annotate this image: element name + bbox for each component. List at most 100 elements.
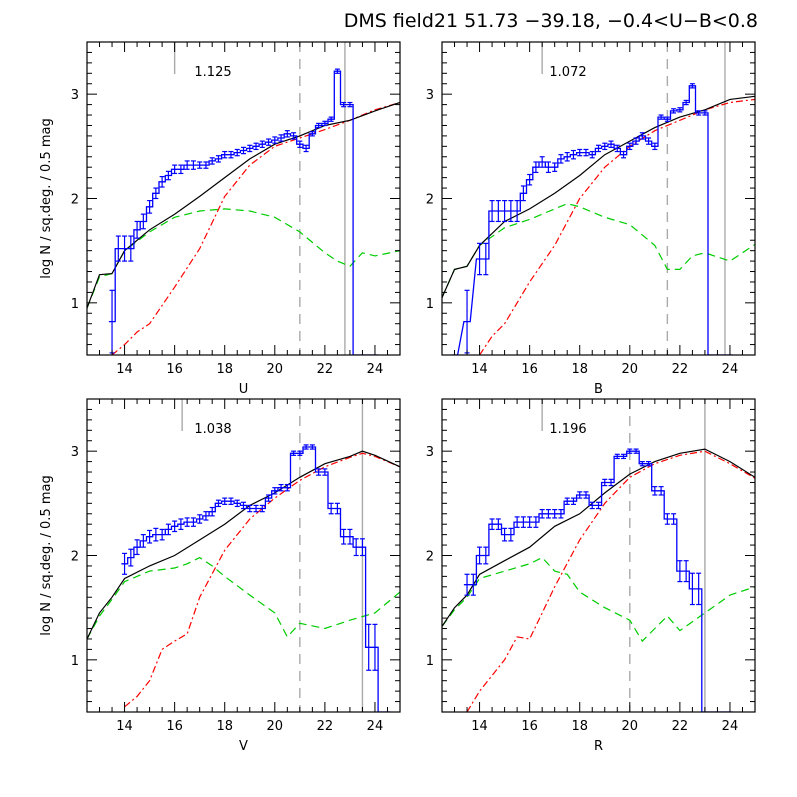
panel-r-error-bar (514, 516, 520, 528)
panel-r-x-tick-label: 20 (622, 719, 639, 734)
panel-r-error-bar (564, 497, 570, 505)
panel-r-y-tick-label: 3 (426, 445, 434, 460)
panel-v-error-bar (122, 552, 128, 575)
panel-u-model-thick-curve (87, 208, 400, 309)
panel-b-error-bar (552, 162, 558, 172)
panel-u-error-bar (215, 155, 221, 163)
panel-b-error-bar (520, 185, 526, 202)
panel-b-error-bar (646, 137, 652, 145)
panel-r-error-bar (539, 508, 545, 519)
panel-u-error-bar (128, 235, 134, 262)
panel-u-error-bar (147, 199, 153, 214)
panel-v-y-axis-label: log N / sq.deg. / 0.5 mag (39, 475, 54, 635)
panel-b-error-bar (564, 151, 570, 162)
panel-r-error-bar (589, 501, 595, 510)
panel-b-y-tick-label: 3 (426, 88, 434, 103)
panel-v-y-tick-label: 3 (71, 445, 79, 460)
panel-r-error-bar (671, 513, 677, 525)
panel-u-error-bar (297, 140, 303, 148)
panel-b-x-tick-label: 18 (571, 362, 588, 377)
panel-r-error-bar (533, 516, 539, 528)
panel-v-error-bar (328, 502, 334, 515)
panel-v-error-bar (366, 623, 372, 671)
panel-b-error-bar (621, 150, 627, 159)
panel-u-error-bar (309, 131, 315, 137)
panel-u-error-bar (334, 68, 340, 74)
panel-b-plot-area (442, 42, 755, 355)
panel-v-error-bar (165, 523, 171, 536)
panel-r-x-axis-label: R (594, 739, 603, 754)
panel-v-error-bar (259, 504, 265, 513)
panel-b-error-bar (677, 107, 683, 113)
panel-v-error-bar (284, 483, 290, 492)
panel-r-error-bar (527, 516, 533, 528)
panel-u-error-bar (291, 132, 297, 140)
panel-r-error-bar (508, 527, 514, 542)
panel-r-error-bar (689, 572, 695, 606)
panel-b-x-tick-label: 24 (722, 362, 739, 377)
panel-v-error-bar (297, 450, 303, 456)
panel-u-model-thin-curve (111, 101, 400, 355)
panel-v-error-bar (291, 450, 297, 456)
panel-b-error-bar (696, 110, 702, 116)
panel-u-error-bar (303, 144, 309, 153)
panel-u-error-bar (122, 235, 128, 262)
panel-v-model-total-curve (87, 450, 400, 640)
panel-b-error-bar (689, 83, 695, 89)
panel-v-scale-annotation: 1.038 (194, 422, 231, 437)
panel-r-error-bar (633, 448, 639, 454)
panel-v-plot-area (87, 399, 400, 712)
panel-u-error-bar (278, 134, 284, 142)
panel-v-x-tick-label: 24 (367, 719, 384, 734)
panel-v-error-bar (197, 514, 203, 524)
panel-b-error-bar (602, 142, 608, 151)
panel-v-error-bar (334, 502, 340, 515)
panel-b-model-total-curve (442, 95, 755, 298)
panel-r-error-bar (646, 461, 652, 467)
panel-r-error-bar (577, 491, 583, 499)
panel-b-error-bar (583, 148, 589, 157)
panel-u-error-bar (197, 161, 203, 169)
panel-v-error-bar (140, 534, 146, 548)
panel-b-error-bar (539, 156, 545, 168)
panel-r-observed-histogram (463, 450, 734, 712)
panel-v-error-bar (247, 504, 253, 513)
panel-u-error-bar (115, 235, 121, 262)
panel-r-error-bar (552, 508, 558, 519)
panel-b-error-bar (527, 173, 533, 186)
panel-r-model-thick-curve (442, 556, 755, 643)
panel-r-x-tick-label: 24 (722, 719, 739, 734)
panel-u-error-bar (209, 157, 215, 165)
panel-u-error-bar (228, 150, 234, 159)
panel-r-error-bar (652, 486, 658, 496)
panel-r-error-bar (483, 546, 489, 565)
panel-r-y-tick-label: 2 (426, 550, 434, 565)
panel-v-error-bar (347, 528, 353, 545)
panel-v-error-bar (278, 483, 284, 492)
panel-r-error-bar (683, 560, 689, 583)
panel-b-error-bar (652, 142, 658, 151)
panel-u-error-bar (203, 161, 209, 169)
panel-v-error-bar (272, 487, 278, 495)
panel-v-error-bar (147, 529, 153, 544)
panel-r-error-bar (502, 527, 508, 542)
panel-r-model-thin-curve (466, 450, 755, 712)
panel-v-error-bar (209, 506, 215, 517)
panel-v-model-thin-curve (124, 452, 400, 708)
panel-u-error-bar (234, 148, 240, 157)
panel-b-error-bar (608, 140, 614, 148)
panel-r: 14 16 18 20 22 24 1 2 3 R 1.196 (426, 398, 756, 754)
panel-v-error-bar (266, 494, 272, 502)
panel-v-error-bar (128, 548, 134, 567)
panel-b-x-axis-label: B (594, 382, 603, 397)
panel-r-error-bar (664, 513, 670, 525)
figure-title: DMS field21 51.73 −39.18, −0.4<U−B<0.8 (344, 10, 758, 32)
panel-r-error-bar (477, 546, 483, 565)
panel-v-error-bar (153, 527, 159, 542)
panel-b-error-bar (570, 149, 576, 160)
panel-u-error-bar (247, 144, 253, 153)
panel-b-error-bar (639, 132, 645, 140)
panel-u-error-bar (222, 150, 228, 159)
panel-b-error-bar (502, 199, 508, 223)
